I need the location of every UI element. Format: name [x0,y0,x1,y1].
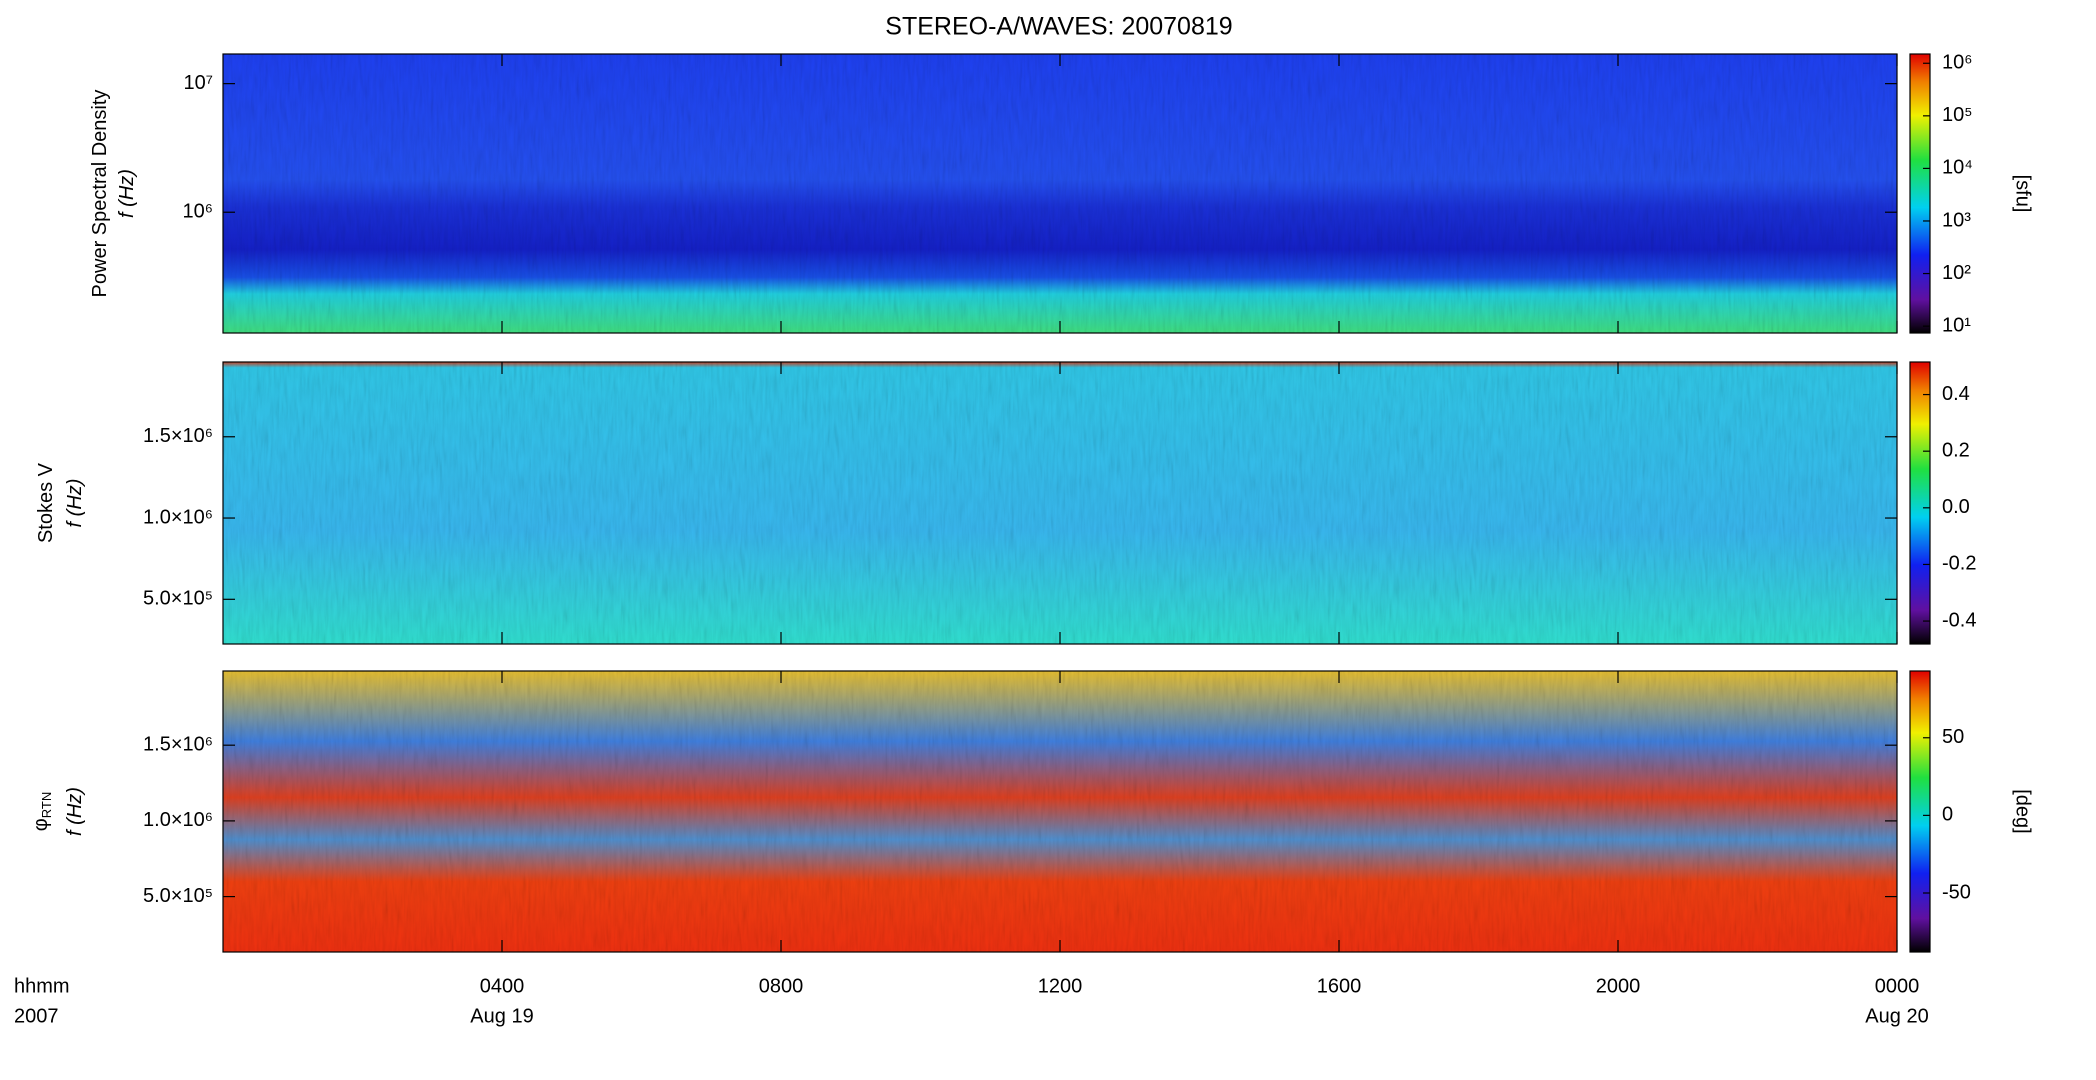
x-tick-label: 0000 [1875,975,1920,997]
y-tick-label: 1.5×10⁶ [143,425,213,447]
x-axis-label: 2007 [14,1005,59,1027]
y-tick-label: 1.0×10⁶ [143,809,213,831]
x-tick-label: 1600 [1317,975,1362,997]
colorbar-label: [sfu] [2012,175,2034,213]
colorbar-tick-label: 10¹ [1942,314,1971,336]
chart-title: STEREO-A/WAVES: 20070819 [885,13,1232,41]
colorbar-tick-label: 10³ [1942,209,1971,231]
y-tick-label: 10⁷ [184,72,213,94]
x-tick-label: 0400 [480,975,525,997]
y-axis-label-text: f (Hz) [64,787,86,836]
y-axis-label: f (Hz) [64,479,86,528]
colorbar-tick-label: 0.4 [1942,383,1970,405]
colorbar-label: [deg] [2012,789,2034,833]
y-tick-label: 1.0×10⁶ [143,506,213,528]
y-axis-label: Power Spectral Density [89,90,111,298]
colorbar [1909,361,1931,645]
colorbar-tick-label: -0.4 [1942,609,1976,631]
y-axis-label-sub: RTN [39,792,54,818]
spectrogram-texture [223,362,1897,644]
colorbar-tick-label: 0 [1942,804,1953,826]
colorbar-tick-label: 0.0 [1942,496,1970,518]
y-axis-label: f (Hz) [116,169,138,218]
y-axis-label-text: Stokes V [35,462,57,543]
colorbar-tick-label: 10⁴ [1942,157,1973,179]
y-tick-label: 1.5×10⁶ [143,733,213,755]
y-axis-label-text: φ [30,818,52,831]
x-tick-label: 2000 [1596,975,1641,997]
colorbar [1909,670,1931,953]
colorbar-tick-label: 10² [1942,262,1971,284]
colorbar-tick-label: 10⁵ [1942,104,1973,126]
y-axis-label-text: f (Hz) [116,169,138,218]
y-axis-label: Stokes V [35,462,57,543]
colorbar-tick-label: 0.2 [1942,439,1970,461]
y-tick-label: 5.0×10⁵ [143,588,213,610]
x-date-label: Aug 19 [470,1005,533,1027]
colorbar-tick-label: 10⁶ [1942,52,1972,74]
colorbar-tick-label: -0.2 [1942,553,1976,575]
spectrogram-texture [223,54,1897,333]
y-axis-label: φRTN [30,792,54,831]
x-tick-label: 1200 [1038,975,1083,997]
colorbar-tick-label: -50 [1942,881,1971,903]
y-axis-label-text: f (Hz) [64,479,86,528]
y-axis-label-text: Power Spectral Density [89,90,111,298]
y-axis-label: f (Hz) [64,787,86,836]
y-tick-label: 5.0×10⁵ [143,885,213,907]
x-axis-label: hhmm [14,975,70,997]
colorbar-tick-label: 50 [1942,726,1964,748]
spectrogram-texture [223,671,1897,952]
x-tick-label: 0800 [759,975,804,997]
x-date-label: Aug 20 [1865,1005,1928,1027]
colorbar [1909,53,1931,334]
y-tick-label: 10⁶ [183,200,213,222]
